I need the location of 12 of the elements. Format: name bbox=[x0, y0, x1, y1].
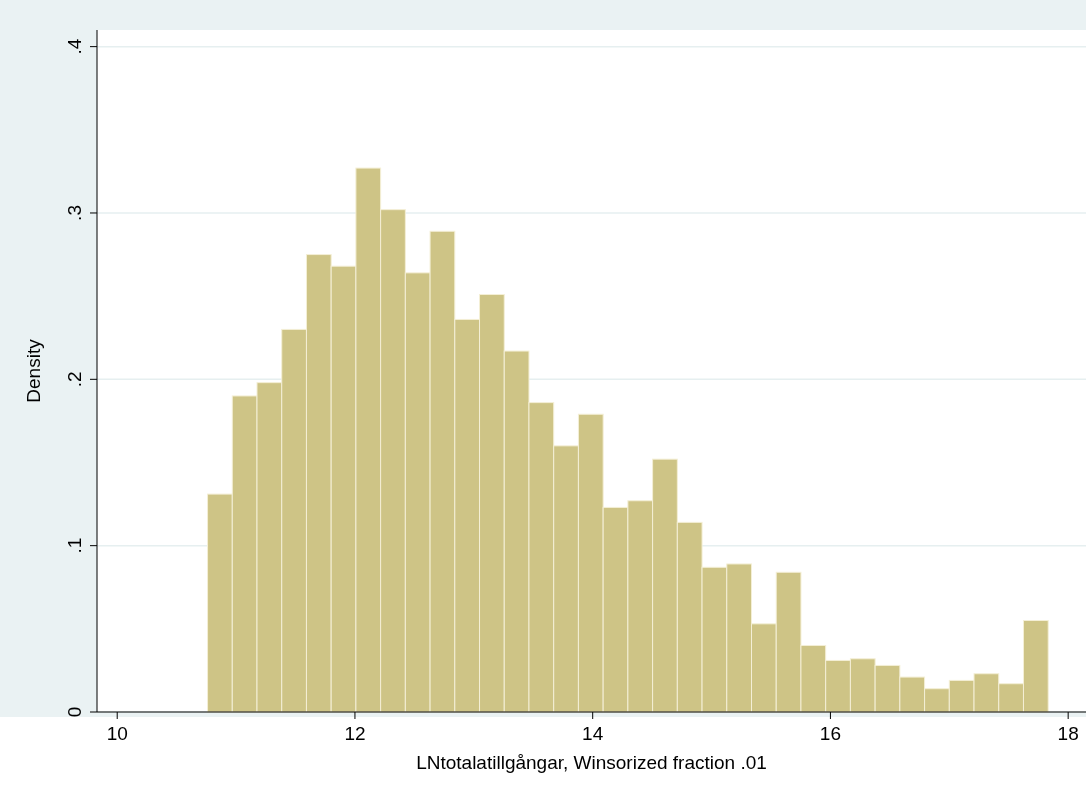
y-tick-label: .1 bbox=[64, 537, 85, 554]
y-tick-label: .2 bbox=[64, 371, 85, 388]
x-tick-label: 14 bbox=[582, 723, 604, 744]
x-tick-label: 12 bbox=[344, 723, 366, 744]
y-tick-label: 0 bbox=[64, 706, 85, 718]
y-axis-title: Density bbox=[23, 338, 44, 403]
x-tick-label: 18 bbox=[1057, 723, 1079, 744]
y-tick-label: .4 bbox=[64, 38, 85, 55]
x-tick-label: 10 bbox=[106, 723, 128, 744]
x-axis-title: LNtotalatillgångar, Winsorized fraction .01 bbox=[416, 752, 767, 773]
x-tick-label: 16 bbox=[819, 723, 841, 744]
y-tick-label: .3 bbox=[64, 205, 85, 221]
